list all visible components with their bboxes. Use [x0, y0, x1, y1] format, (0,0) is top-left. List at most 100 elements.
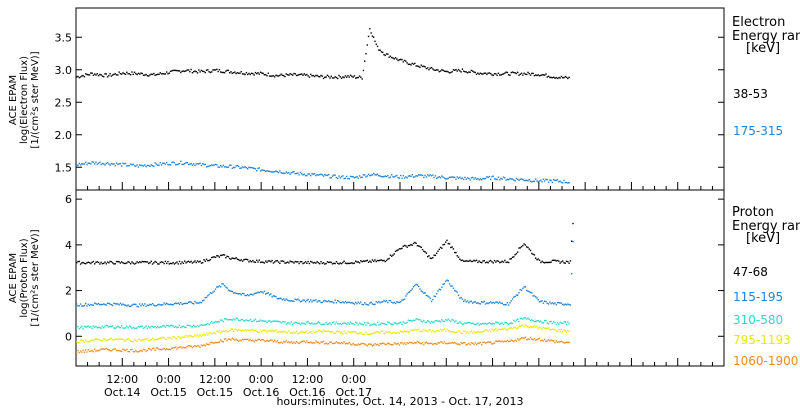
data-point — [150, 304, 152, 306]
data-point — [519, 325, 521, 327]
data-point — [149, 74, 151, 76]
data-point — [265, 73, 267, 76]
data-point — [272, 75, 275, 77]
data-point — [432, 329, 434, 332]
data-point — [117, 349, 119, 352]
data-point — [432, 298, 434, 301]
data-point — [468, 177, 470, 180]
data-point — [130, 348, 132, 351]
data-point — [212, 322, 214, 324]
data-point — [322, 262, 325, 264]
data-point — [316, 330, 318, 333]
data-point — [428, 329, 430, 331]
data-point — [342, 76, 344, 78]
data-point — [474, 260, 476, 262]
data-point — [217, 330, 219, 333]
data-point — [130, 326, 132, 328]
data-point — [385, 53, 388, 55]
data-point — [496, 301, 498, 303]
data-point — [522, 337, 524, 339]
data-point — [394, 322, 397, 324]
data-point — [105, 324, 107, 327]
data-point — [536, 320, 538, 322]
data-point — [153, 165, 155, 168]
data-point — [427, 174, 429, 176]
data-point — [560, 75, 563, 78]
data-point — [238, 340, 240, 342]
data-point — [469, 300, 471, 303]
data-point — [349, 321, 352, 323]
data-point — [122, 162, 124, 164]
data-point — [230, 290, 232, 292]
data-point — [365, 303, 367, 305]
data-point — [541, 74, 543, 76]
data-point — [541, 328, 543, 331]
data-point — [169, 303, 172, 305]
data-point — [376, 259, 379, 262]
data-point — [263, 290, 266, 293]
data-point — [520, 289, 523, 292]
data-point — [430, 342, 433, 345]
legend-entry-115-195: 115-195 — [733, 290, 783, 304]
data-point — [131, 348, 133, 351]
data-point — [154, 260, 156, 263]
data-point — [391, 344, 393, 346]
data-point — [331, 301, 334, 303]
data-point — [311, 301, 313, 303]
data-point — [223, 318, 226, 320]
data-point — [128, 164, 131, 167]
data-point — [425, 294, 428, 297]
data-point — [144, 338, 146, 340]
data-point — [447, 71, 449, 73]
data-point — [401, 331, 403, 333]
data-point — [203, 163, 205, 166]
data-point — [185, 334, 187, 337]
data-point — [456, 322, 458, 325]
data-point — [306, 262, 308, 264]
data-point — [406, 177, 408, 179]
data-point — [236, 330, 239, 332]
data-point — [241, 166, 244, 168]
data-point — [122, 327, 124, 329]
data-point — [276, 340, 278, 342]
data-point — [411, 329, 413, 332]
data-point — [250, 261, 253, 263]
data-point — [520, 317, 523, 320]
data-point — [81, 262, 83, 264]
series-795-1193 — [76, 324, 570, 344]
data-point — [258, 320, 260, 322]
data-point — [364, 60, 366, 62]
data-point — [190, 345, 192, 348]
data-point — [128, 339, 131, 341]
data-point — [475, 302, 478, 304]
data-point — [187, 163, 190, 166]
data-point — [488, 329, 491, 331]
data-point — [141, 72, 143, 75]
data-point — [412, 329, 415, 331]
data-point — [538, 180, 541, 182]
data-point — [88, 162, 91, 165]
data-point — [335, 321, 338, 323]
data-point — [173, 347, 176, 349]
data-point — [499, 340, 501, 342]
data-point — [181, 70, 183, 73]
data-point — [209, 341, 212, 344]
data-point — [216, 341, 218, 344]
data-point — [133, 165, 136, 167]
data-point — [254, 292, 257, 294]
data-point — [411, 342, 413, 344]
data-point — [340, 175, 343, 178]
data-point — [172, 261, 174, 264]
data-point — [558, 76, 560, 79]
data-point — [356, 322, 358, 324]
data-point — [184, 260, 186, 262]
data-point — [324, 323, 326, 325]
data-point — [101, 348, 104, 350]
data-point — [288, 300, 290, 302]
data-point — [366, 304, 368, 306]
data-point — [387, 301, 389, 304]
data-point — [241, 292, 244, 295]
data-point — [275, 320, 277, 322]
data-point — [213, 321, 215, 324]
data-point — [378, 324, 380, 326]
